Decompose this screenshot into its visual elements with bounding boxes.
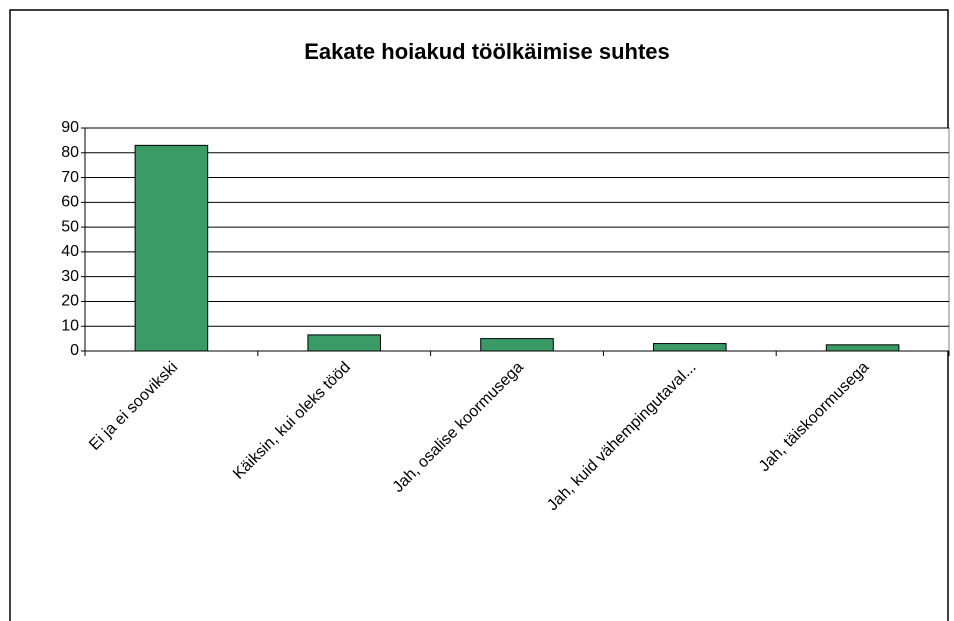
- y-tick-label: 60: [61, 194, 79, 211]
- y-tick-label: 30: [61, 268, 79, 285]
- plot-area: [84, 127, 950, 352]
- y-tick-label: 40: [61, 243, 79, 260]
- bar: [825, 344, 900, 352]
- chart-title: Eakate hoiakud töölkäimise suhtes: [304, 39, 670, 64]
- y-tick-label: 90: [61, 119, 79, 136]
- bar: [134, 144, 209, 352]
- y-tick-label: 50: [61, 218, 79, 235]
- bar: [307, 334, 381, 352]
- bar: [480, 338, 554, 352]
- y-tick-label: 80: [61, 144, 79, 161]
- y-tick-label: 0: [70, 342, 79, 359]
- y-tick-label: 70: [61, 169, 79, 186]
- bar: [653, 343, 727, 352]
- y-tick-label: 10: [61, 317, 79, 334]
- y-tick-label: 20: [61, 293, 79, 310]
